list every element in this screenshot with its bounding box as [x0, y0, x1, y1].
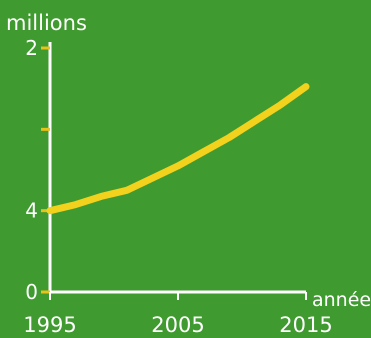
- y-tick-label: 0: [25, 280, 38, 304]
- x-tick-label: 2005: [151, 313, 204, 337]
- x-axis-label: année: [312, 289, 371, 311]
- chart-plot-area: [46, 83, 310, 215]
- series-line: [46, 83, 310, 215]
- y-tick-label: 2: [25, 36, 38, 60]
- y-axis-label: millions: [6, 11, 87, 35]
- y-tick-label: 4: [25, 199, 38, 223]
- chart-ticks: 0 4 2 1995 2005 2015: [23, 36, 332, 337]
- x-tick-label: 2015: [279, 313, 332, 337]
- x-tick-label: 1995: [23, 313, 76, 337]
